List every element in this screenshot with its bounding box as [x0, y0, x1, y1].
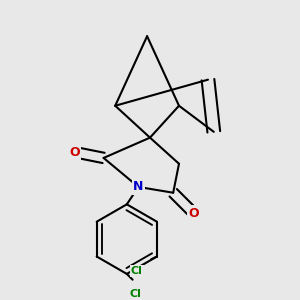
Text: O: O	[69, 146, 80, 159]
Text: Cl: Cl	[130, 289, 141, 299]
Text: O: O	[188, 206, 199, 220]
Text: Cl: Cl	[131, 266, 142, 276]
Text: N: N	[133, 180, 144, 194]
